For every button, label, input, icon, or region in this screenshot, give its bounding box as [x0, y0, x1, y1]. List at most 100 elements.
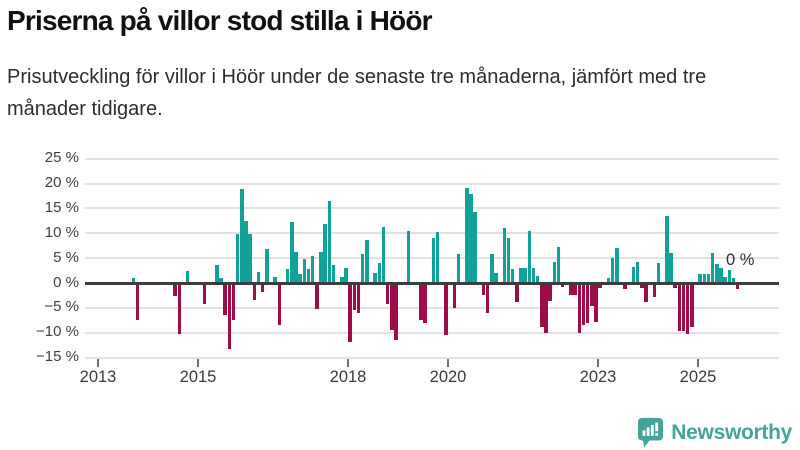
bar-2025-04: [710, 252, 715, 283]
y-axis-label: −15 %: [36, 348, 79, 366]
bar-2020-10: [485, 283, 490, 314]
bar-2023-05: [615, 247, 619, 283]
bar-2023-04: [610, 257, 615, 283]
bar-2023-03: [606, 278, 611, 283]
bar-2017-12: [344, 268, 348, 283]
bar-2023-12: [644, 283, 648, 303]
bar-2014-08: [177, 283, 181, 334]
bar-2017-02: [302, 259, 306, 283]
bar-2025-06: [719, 267, 723, 283]
bar-2022-04: [560, 283, 565, 288]
bar-2018-03: [356, 283, 361, 313]
bar-2024-08: [677, 283, 681, 332]
bar-2021-08: [527, 231, 531, 283]
bar-2016-05: [265, 248, 269, 283]
bar-2019-03: [406, 230, 411, 283]
bar-2016-07: [273, 277, 277, 283]
x-axis-tick: [197, 359, 199, 367]
bar-2017-05: [315, 283, 319, 309]
x-axis-tick: [97, 359, 99, 367]
bar-2024-09: [681, 283, 686, 332]
bar-2021-02: [502, 227, 506, 283]
bar-2020-02: [452, 283, 456, 309]
bar-2017-03: [306, 268, 311, 283]
bar-2024-06: [669, 252, 673, 283]
bar-2018-10: [385, 283, 390, 304]
x-axis-tick: [697, 359, 699, 367]
bar-2021-12: [544, 283, 548, 334]
bar-2020-03: [456, 253, 461, 283]
gridline: [85, 207, 779, 210]
bar-2013-10: [135, 283, 140, 321]
y-axis-label: 15 %: [44, 198, 79, 216]
bar-2017-11: [340, 277, 344, 283]
bar-2021-07: [523, 267, 527, 283]
bar-2021-10: [535, 276, 540, 283]
x-axis-label: 2023: [579, 368, 617, 386]
bar-2018-04: [360, 253, 365, 283]
y-axis-label: 20 %: [44, 174, 79, 191]
bar-2017-08: [327, 200, 331, 283]
x-axis-label: 2020: [429, 368, 467, 386]
bar-2017-06: [319, 251, 323, 283]
bar-2019-06: [419, 283, 423, 321]
page-subtitle: Prisutveckling för villor i Höör under d…: [7, 66, 707, 120]
bar-2015-11: [240, 188, 244, 283]
y-axis-label: 0 %: [53, 273, 79, 291]
zero-axis-line: [85, 281, 779, 285]
bar-2021-06: [519, 267, 523, 283]
x-axis-tick: [447, 359, 449, 367]
newsworthy-brand[interactable]: Newsworthy: [637, 417, 792, 448]
bar-2020-11: [490, 253, 494, 283]
gridline: [85, 182, 779, 185]
x-axis-label: 2025: [679, 368, 717, 386]
bar-2016-08: [277, 283, 281, 325]
bar-2014-10: [185, 270, 190, 283]
bar-2018-01: [348, 283, 352, 343]
price-development-bar-chart: 0 % 25 % 20 % 15 % 10 % 5 % 0 % −5 % −10 % −15 %…: [36, 149, 779, 386]
bar-2016-12: [294, 251, 298, 283]
bar-2021-03: [506, 238, 511, 283]
bar-2023-10: [635, 262, 640, 283]
y-axis-label: −5 %: [44, 298, 79, 316]
bar-2015-08: [227, 283, 231, 349]
bar-2015-10: [235, 233, 240, 283]
bar-2025-10: [735, 283, 740, 289]
bar-2014-07: [173, 283, 177, 296]
bar-2018-11: [390, 283, 394, 330]
bar-2024-11: [690, 283, 694, 327]
y-axis-label: 10 %: [44, 223, 79, 241]
bar-2022-12: [594, 283, 598, 322]
bar-2018-09: [381, 226, 386, 283]
y-axis-label: −10 %: [36, 323, 79, 341]
bar-2022-09: [581, 283, 586, 326]
bar-2015-09: [231, 283, 236, 320]
bar-2017-04: [310, 256, 315, 283]
brand-name: Newsworthy: [671, 420, 792, 444]
bar-2016-11: [290, 221, 294, 283]
bar-2016-02: [252, 283, 256, 301]
bar-2015-06: [219, 277, 223, 283]
bar-2020-06: [469, 194, 473, 283]
bar-2013-09: [131, 278, 136, 283]
bar-2025-01: [698, 273, 702, 283]
bar-2025-07: [723, 277, 727, 283]
bar-2016-10: [285, 268, 290, 283]
bar-2024-03: [656, 262, 661, 283]
bar-2018-07: [373, 273, 377, 283]
bar-2018-02: [352, 283, 356, 310]
bar-2024-07: [673, 283, 677, 288]
x-axis-tick: [347, 359, 349, 367]
bar-2020-07: [473, 211, 477, 283]
bar-2025-09: [731, 278, 736, 283]
bar-2019-07: [423, 283, 427, 324]
bar-2025-08: [727, 270, 731, 283]
bar-2025-05: [715, 263, 719, 283]
bar-2025-03: [706, 273, 711, 283]
bar-2016-04: [260, 283, 265, 292]
bar-2022-01: [548, 283, 552, 302]
bar-2020-09: [481, 283, 486, 296]
bar-2020-05: [465, 188, 469, 283]
bar-2018-05: [365, 240, 369, 283]
page-title: Priserna på villor stod stilla i Höör: [7, 5, 433, 36]
